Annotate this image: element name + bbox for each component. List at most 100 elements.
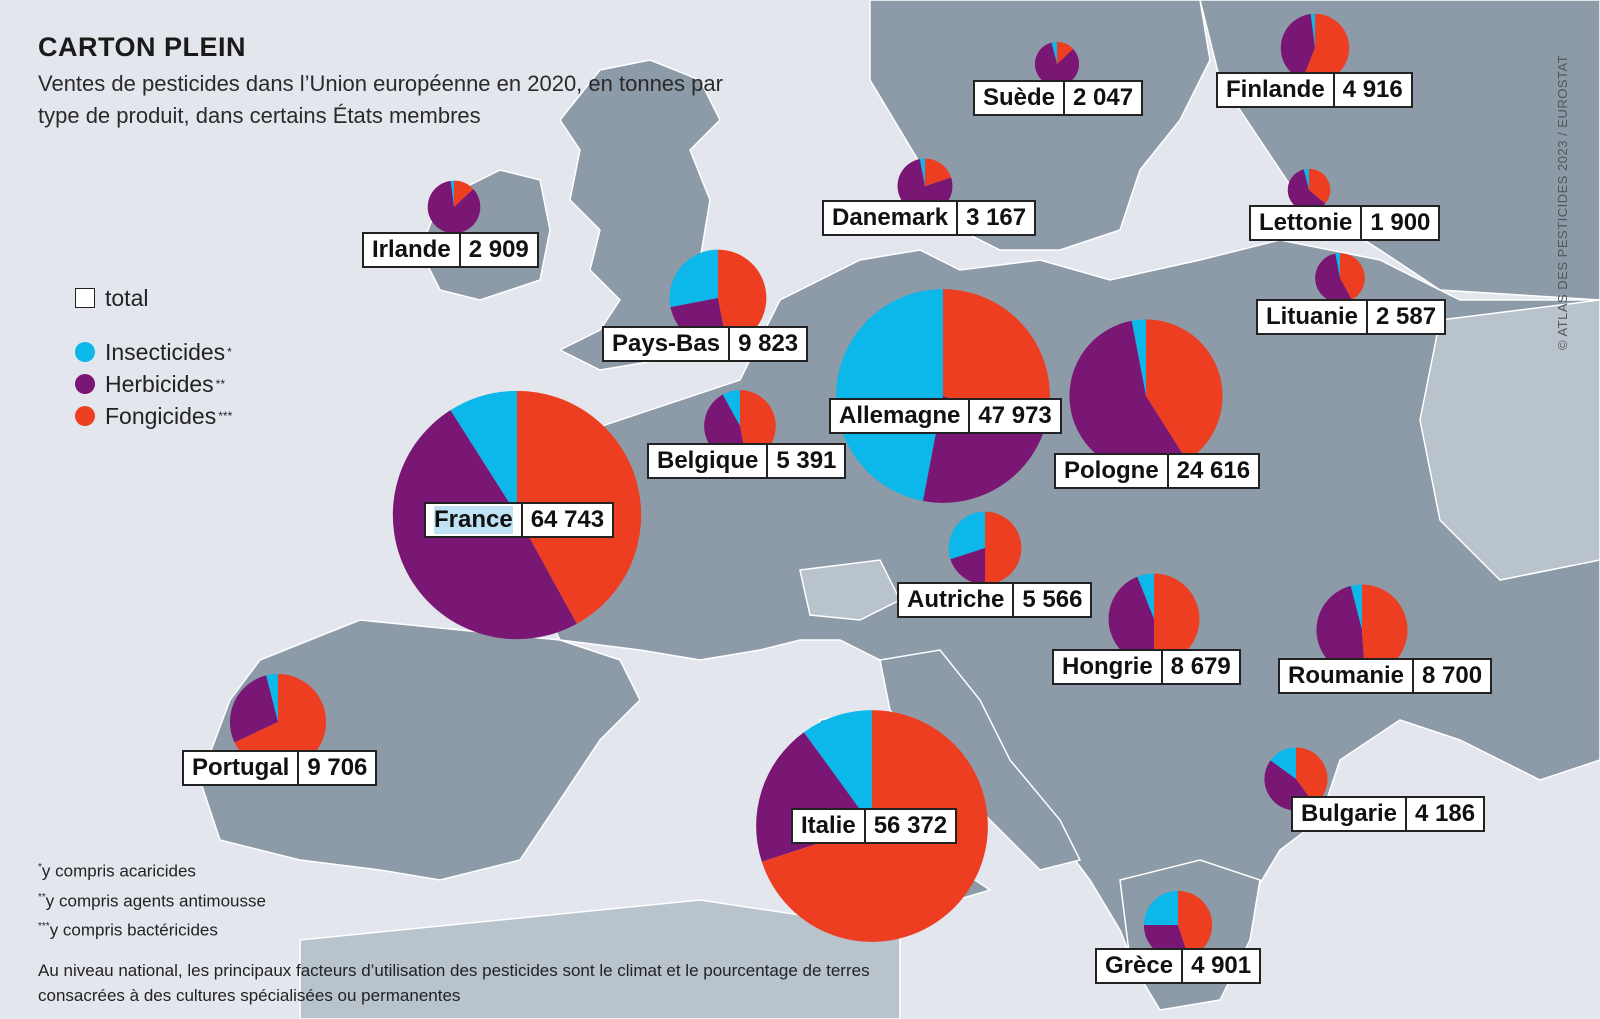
pie-slice-fongicides-hongrie — [1154, 573, 1200, 665]
footnote-2-text: y compris agents antimousse — [45, 891, 266, 911]
country-label-grece: Grèce 4 901 — [1095, 948, 1262, 984]
pie-slice-herbicides-autriche — [950, 548, 985, 585]
country-total: 24 616 — [1176, 457, 1251, 484]
footnote-3-mark: *** — [38, 921, 50, 933]
legend: total Insecticides * Herbicides ** Fongici… — [75, 282, 232, 432]
country-label-allemagne: Allemagne 47 973 — [829, 398, 1062, 434]
country-name: Danemark — [824, 202, 959, 234]
country-label-finlande: Finlande 4 916 — [1216, 72, 1413, 108]
country-name: Hongrie — [1054, 651, 1163, 683]
pie-slice-herbicides-pologne — [1069, 320, 1188, 473]
country-label-irlande: Irlande 2 909 — [362, 232, 539, 268]
pie-irlande — [427, 180, 481, 234]
country-name: Italie — [793, 810, 866, 842]
pie-suede — [1034, 41, 1080, 87]
country-name: Finlande — [1218, 74, 1335, 106]
land-scandinavia — [869, 0, 1211, 251]
pie-slice-insecticides-belgique — [722, 390, 740, 426]
pie-allemagne — [836, 289, 1050, 503]
footnote-3: ***y compris bactéricides — [38, 914, 266, 944]
pie-slice-fongicides-lituanie — [1340, 253, 1365, 300]
country-name: Roumanie — [1280, 660, 1415, 692]
pie-slice-herbicides-finlande — [1280, 14, 1315, 80]
pie-lituanie — [1315, 253, 1365, 303]
country-label-lituanie: Lituanie 2 587 — [1256, 299, 1447, 335]
pie-slice-fongicides-grece — [1178, 890, 1213, 958]
pie-slice-fongicides-pologne — [1146, 319, 1223, 461]
insecticides-dot-icon — [75, 342, 95, 362]
country-name: France — [426, 504, 523, 536]
pie-slice-insecticides-pays-bas — [669, 249, 718, 308]
pie-slice-herbicides-danemark — [897, 159, 953, 214]
country-name: Grèce — [1097, 950, 1184, 982]
chart-subtitle: Ventes de pesticides dans l’Union europé… — [38, 71, 723, 128]
pie-portugal — [229, 673, 327, 771]
country-label-danemark: Danemark 3 167 — [822, 200, 1037, 236]
legend-label-total: total — [105, 284, 149, 311]
country-label-belgique: Belgique 5 391 — [647, 443, 847, 479]
country-total: 9 823 — [738, 330, 799, 357]
country-label-portugal: Portugal 9 706 — [182, 750, 378, 786]
pie-slice-insecticides-autriche — [948, 511, 985, 560]
pie-hongrie — [1108, 573, 1200, 665]
country-name: Suède — [975, 82, 1066, 114]
country-name: Pologne — [1056, 455, 1169, 487]
legend-label-herbicides: Herbicides — [105, 370, 214, 397]
pie-slice-insecticides-bulgarie — [1270, 747, 1296, 779]
legend-item-insecticides: Insecticides * — [75, 336, 232, 368]
country-name: Irlande — [364, 234, 461, 266]
footnotes: *y compris acaricides **y compris agents… — [38, 855, 266, 944]
country-total: 9 706 — [307, 754, 368, 781]
pie-pays-bas — [669, 249, 767, 347]
herbicides-dot-icon — [75, 374, 95, 394]
legend-label-fongicides: Fongicides — [105, 402, 217, 429]
pie-slice-insecticides-suede — [1051, 41, 1057, 64]
country-name: Pays-Bas — [604, 328, 731, 360]
legend-item-total: total — [75, 282, 232, 314]
pie-slice-insecticides-allemagne — [836, 289, 943, 501]
country-total: 8 679 — [1170, 653, 1231, 680]
country-label-lettonie: Lettonie 1 900 — [1249, 205, 1441, 241]
country-label-hongrie: Hongrie 8 679 — [1052, 649, 1241, 685]
pie-slice-fongicides-suede — [1057, 41, 1074, 64]
country-label-autriche: Autriche 5 566 — [897, 582, 1093, 618]
footnote-3-text: y compris bactéricides — [49, 920, 218, 940]
legend-label-insecticides: Insecticides — [105, 338, 226, 365]
country-total: 5 391 — [776, 447, 837, 474]
country-total: 1 900 — [1370, 209, 1431, 236]
pie-slice-insecticides-roumanie — [1350, 584, 1362, 630]
country-total: 47 973 — [978, 402, 1052, 429]
pie-pologne — [1069, 319, 1223, 473]
pie-slice-insecticides-hongrie — [1137, 573, 1154, 619]
country-name: Lituanie — [1258, 301, 1369, 333]
legend-item-fongicides: Fongicides *** — [75, 400, 232, 432]
country-name: Allemagne — [831, 400, 971, 432]
pie-slice-fongicides-portugal — [234, 673, 327, 771]
pie-slice-herbicides-irlande — [427, 180, 481, 234]
country-label-roumanie: Roumanie 8 700 — [1278, 658, 1493, 694]
land-africa — [299, 899, 901, 1019]
country-total: 4 916 — [1342, 76, 1403, 103]
pie-slice-fongicides-pays-bas — [718, 249, 767, 346]
country-name: Autriche — [899, 584, 1015, 616]
land-ukraine — [1419, 299, 1600, 581]
pie-slice-fongicides-bulgarie — [1296, 747, 1328, 805]
non-eu-land — [299, 299, 1600, 1019]
country-label-pays-bas: Pays-Bas 9 823 — [602, 326, 809, 362]
source-credit: © ATLAS DES PESTICIDES 2023 / EUROSTAT — [1555, 54, 1570, 350]
country-label-suede: Suède 2 047 — [973, 80, 1144, 116]
chart-title: CARTON PLEIN — [38, 32, 247, 62]
pie-slice-insecticides-irlande — [450, 180, 454, 207]
pie-slice-insecticides-lituanie — [1335, 253, 1340, 278]
pie-slice-herbicides-portugal — [229, 675, 278, 743]
country-total: 4 901 — [1191, 952, 1252, 979]
pie-slice-insecticides-portugal — [266, 673, 278, 722]
pie-slice-herbicides-roumanie — [1316, 585, 1365, 676]
footnote-1-text: y compris acaricides — [41, 861, 196, 881]
country-name: Lettonie — [1251, 207, 1363, 239]
pie-slice-insecticides-italie — [803, 710, 872, 826]
country-total: 2 587 — [1376, 303, 1437, 330]
pie-slice-herbicides-suede — [1034, 42, 1080, 87]
pie-slice-herbicides-lettonie — [1287, 169, 1326, 212]
pie-danemark — [897, 158, 953, 214]
